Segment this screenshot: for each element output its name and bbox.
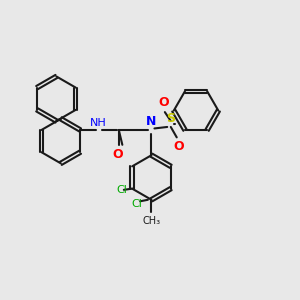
- Text: S: S: [166, 112, 175, 125]
- Text: NH: NH: [90, 118, 106, 128]
- Text: Cl: Cl: [116, 185, 127, 195]
- Text: O: O: [173, 140, 184, 153]
- Text: O: O: [158, 96, 169, 109]
- Text: Cl: Cl: [131, 199, 142, 209]
- Text: CH₃: CH₃: [142, 216, 160, 226]
- Text: O: O: [112, 148, 123, 161]
- Text: N: N: [146, 116, 157, 128]
